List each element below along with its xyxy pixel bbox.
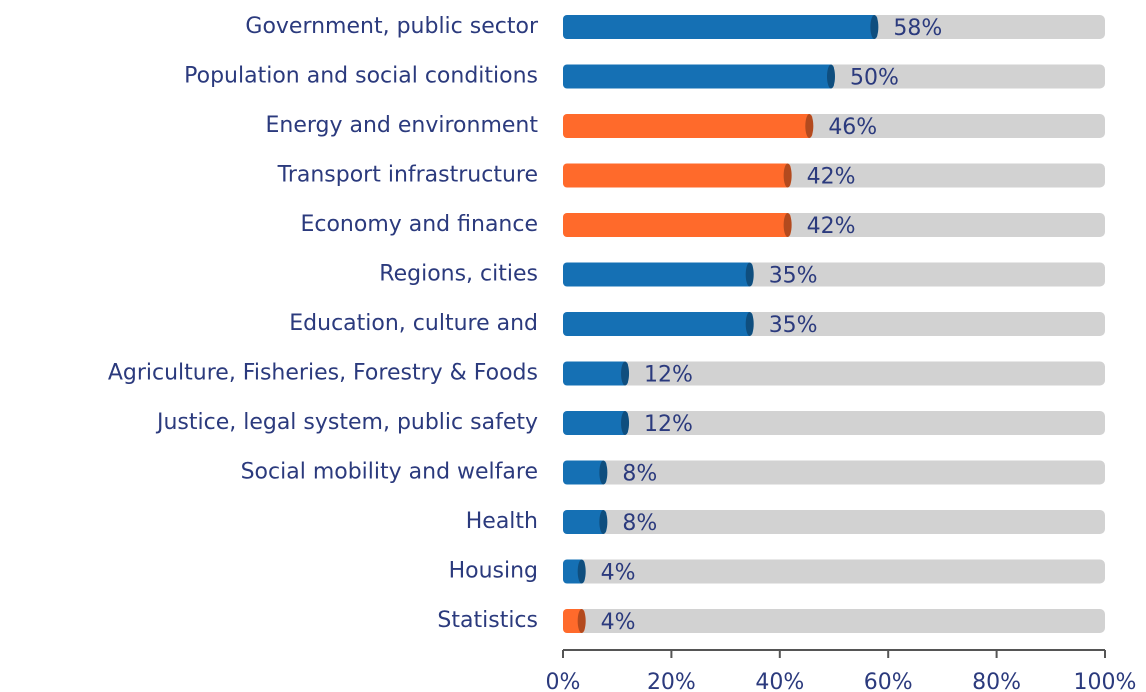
x-tick-label: 20% (647, 670, 696, 692)
bar-cap (745, 262, 754, 287)
category-label: Government, public sector (245, 14, 539, 39)
value-label: 8% (622, 462, 657, 487)
track (563, 609, 1105, 633)
bar-cap (783, 163, 792, 188)
bar (563, 64, 834, 89)
track (563, 460, 1105, 485)
track (563, 361, 1105, 386)
value-label: 58% (893, 16, 942, 41)
bar-cap (805, 114, 814, 138)
value-label: 35% (769, 313, 818, 338)
bar-cap (577, 609, 586, 633)
bar-cap (599, 510, 608, 534)
bar-cap (783, 213, 792, 237)
category-label: Regions, cities (379, 262, 538, 287)
x-tick-label: 40% (755, 670, 804, 692)
track (563, 411, 1105, 435)
value-label: 35% (769, 264, 818, 289)
bar-cap (577, 559, 586, 584)
bar (563, 312, 753, 336)
track (563, 559, 1105, 584)
category-label: Education, culture and (289, 311, 538, 336)
value-label: 4% (601, 561, 636, 586)
value-label: 50% (850, 66, 899, 91)
category-label: Economy and finance (300, 212, 538, 237)
value-label: 46% (828, 115, 877, 140)
bar (563, 411, 629, 435)
x-tick-label: 0% (546, 670, 581, 692)
value-label: 42% (807, 214, 856, 239)
value-label: 12% (644, 363, 693, 388)
category-label: Population and social conditions (184, 64, 538, 89)
bar-cap (621, 411, 630, 435)
value-label: 8% (622, 511, 657, 536)
bar (563, 361, 629, 386)
x-tick-label: 60% (864, 670, 913, 692)
bar-cap (827, 64, 835, 89)
category-label: Social mobility and welfare (241, 460, 538, 485)
category-label: Housing (449, 559, 538, 584)
track (563, 510, 1105, 534)
bar-cap (745, 312, 754, 336)
bar (563, 114, 813, 138)
value-label: 42% (807, 165, 856, 190)
bar-cap (870, 15, 879, 39)
x-tick-label: 80% (972, 670, 1021, 692)
bar (563, 213, 791, 237)
category-label: Health (466, 509, 538, 534)
bar-cap (621, 361, 630, 386)
value-label: 4% (601, 610, 636, 635)
value-label: 12% (644, 412, 693, 437)
category-label: Statistics (437, 608, 538, 633)
bar (563, 15, 878, 39)
bar (563, 460, 607, 485)
x-tick-label: 100% (1074, 670, 1137, 692)
bar (563, 163, 791, 188)
category-label: Energy and environment (265, 113, 538, 138)
category-label: Agriculture, Fisheries, Forestry & Foods (108, 361, 538, 386)
category-label: Justice, legal system, public safety (155, 410, 538, 435)
bar (563, 510, 607, 534)
bar-cap (599, 460, 608, 485)
bar (563, 262, 753, 287)
category-label: Transport infrastructure (277, 163, 538, 188)
